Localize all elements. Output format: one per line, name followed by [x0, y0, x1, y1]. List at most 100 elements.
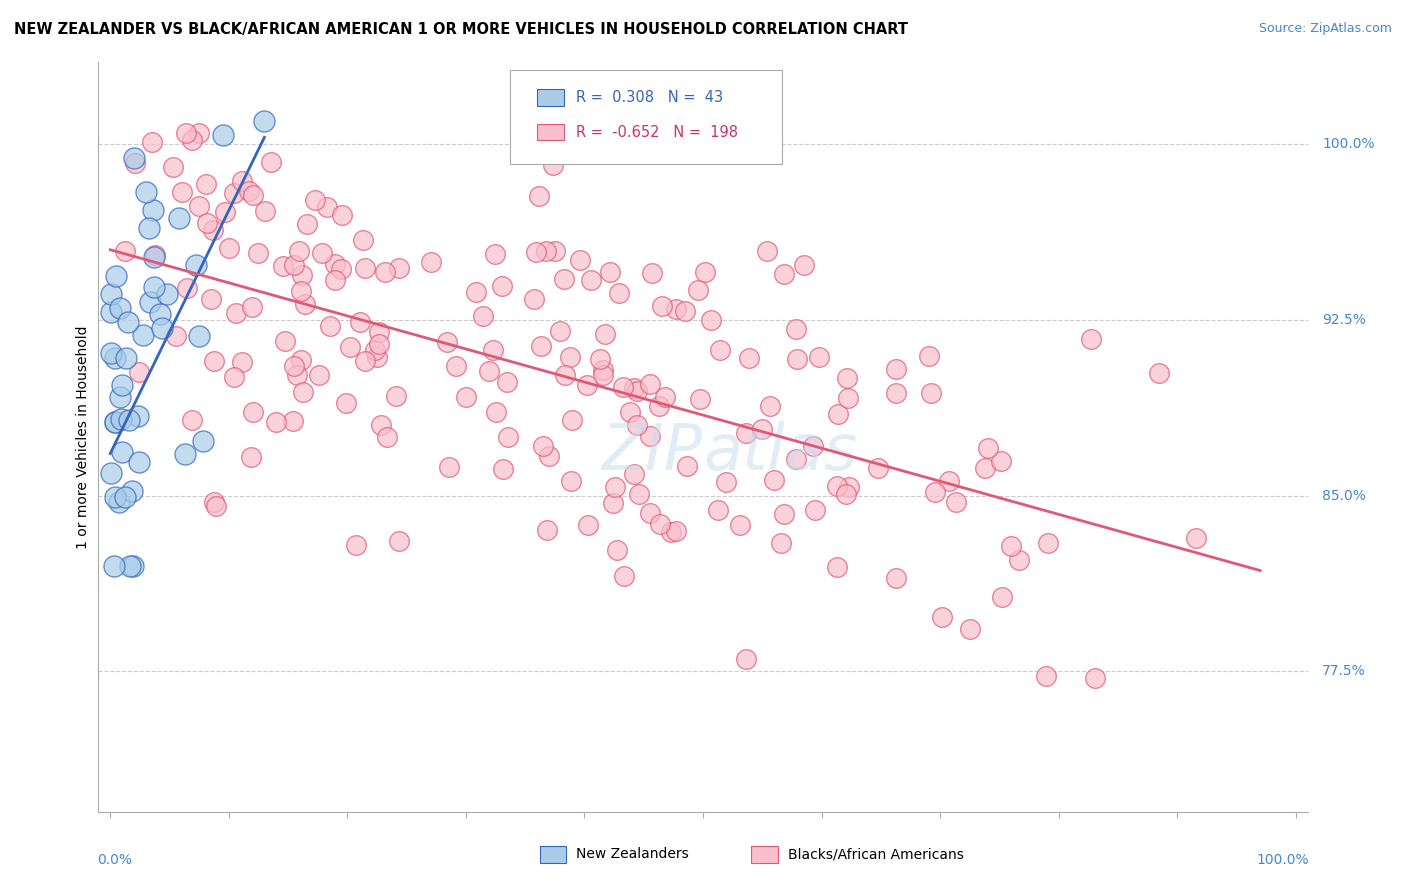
Point — [385, 389, 408, 403]
Point — [543, 158, 565, 172]
FancyBboxPatch shape — [537, 89, 564, 106]
Point — [665, 302, 688, 317]
Point — [291, 268, 314, 282]
Point — [260, 155, 283, 169]
Point — [104, 415, 127, 429]
Point — [142, 280, 165, 294]
Text: R =  0.308   N =  43: R = 0.308 N = 43 — [576, 90, 723, 105]
Point — [651, 299, 673, 313]
Point — [110, 301, 132, 315]
Point — [478, 364, 501, 378]
Point — [143, 248, 166, 262]
Point — [523, 292, 546, 306]
Point — [375, 430, 398, 444]
Point — [835, 487, 858, 501]
Point — [599, 265, 621, 279]
Point — [1184, 531, 1206, 545]
Point — [172, 185, 194, 199]
Point — [114, 490, 136, 504]
Point — [218, 241, 240, 255]
Point — [785, 321, 807, 335]
Point — [544, 244, 567, 258]
Point — [366, 351, 388, 365]
Point — [184, 258, 207, 272]
Point — [638, 428, 661, 442]
Point — [838, 479, 860, 493]
Point — [1147, 366, 1170, 380]
Point — [884, 385, 907, 400]
Text: NEW ZEALANDER VS BLACK/AFRICAN AMERICAN 1 OR MORE VEHICLES IN HOUSEHOLD CORRELAT: NEW ZEALANDER VS BLACK/AFRICAN AMERICAN … — [14, 22, 908, 37]
Point — [554, 368, 576, 382]
Point — [195, 216, 218, 230]
Point — [122, 558, 145, 573]
Point — [295, 217, 318, 231]
Point — [108, 495, 131, 509]
Point — [561, 412, 583, 426]
Point — [446, 359, 468, 373]
Point — [527, 189, 550, 203]
Point — [576, 377, 599, 392]
Point — [495, 375, 517, 389]
Point — [225, 305, 247, 319]
Point — [484, 246, 506, 260]
Point — [202, 495, 225, 509]
Point — [531, 439, 554, 453]
Point — [114, 351, 136, 365]
Point — [308, 368, 330, 382]
Point — [121, 483, 143, 498]
Point — [825, 479, 848, 493]
Point — [253, 114, 276, 128]
Point — [602, 496, 624, 510]
Point — [884, 571, 907, 585]
Point — [619, 404, 641, 418]
Point — [330, 262, 353, 277]
Point — [1000, 540, 1022, 554]
Point — [339, 339, 361, 353]
Point — [174, 126, 197, 140]
Point — [264, 415, 287, 429]
Point — [281, 413, 304, 427]
Point — [626, 417, 648, 432]
Point — [751, 422, 773, 436]
Point — [560, 475, 582, 489]
Point — [128, 365, 150, 379]
Point — [1036, 535, 1059, 549]
Point — [290, 284, 312, 298]
Point — [370, 417, 392, 432]
Text: New Zealanders: New Zealanders — [576, 847, 689, 862]
Text: ZIP: ZIP — [602, 421, 703, 483]
Point — [728, 518, 751, 533]
Point — [641, 266, 664, 280]
FancyBboxPatch shape — [540, 847, 567, 863]
Point — [938, 474, 960, 488]
Point — [118, 413, 141, 427]
Text: Blacks/African Americans: Blacks/African Americans — [787, 847, 963, 862]
Point — [332, 208, 354, 222]
Point — [700, 312, 723, 326]
Point — [686, 283, 709, 297]
Point — [673, 303, 696, 318]
Text: Source: ZipAtlas.com: Source: ZipAtlas.com — [1258, 22, 1392, 36]
Point — [367, 337, 389, 351]
Point — [111, 444, 134, 458]
Point — [735, 426, 758, 441]
Point — [465, 285, 488, 300]
Point — [104, 351, 127, 366]
Text: 77.5%: 77.5% — [1322, 665, 1365, 678]
Point — [311, 246, 333, 260]
Point — [567, 126, 589, 140]
Y-axis label: 1 or more Vehicles in Household: 1 or more Vehicles in Household — [76, 326, 90, 549]
Point — [454, 390, 477, 404]
Point — [689, 392, 711, 407]
Point — [485, 405, 508, 419]
Point — [150, 321, 173, 335]
Point — [124, 155, 146, 169]
Point — [492, 461, 515, 475]
Point — [103, 490, 125, 504]
Point — [118, 558, 141, 573]
Point — [808, 350, 831, 364]
Point — [482, 343, 505, 358]
Point — [592, 363, 614, 377]
Point — [1080, 332, 1102, 346]
Point — [349, 315, 371, 329]
